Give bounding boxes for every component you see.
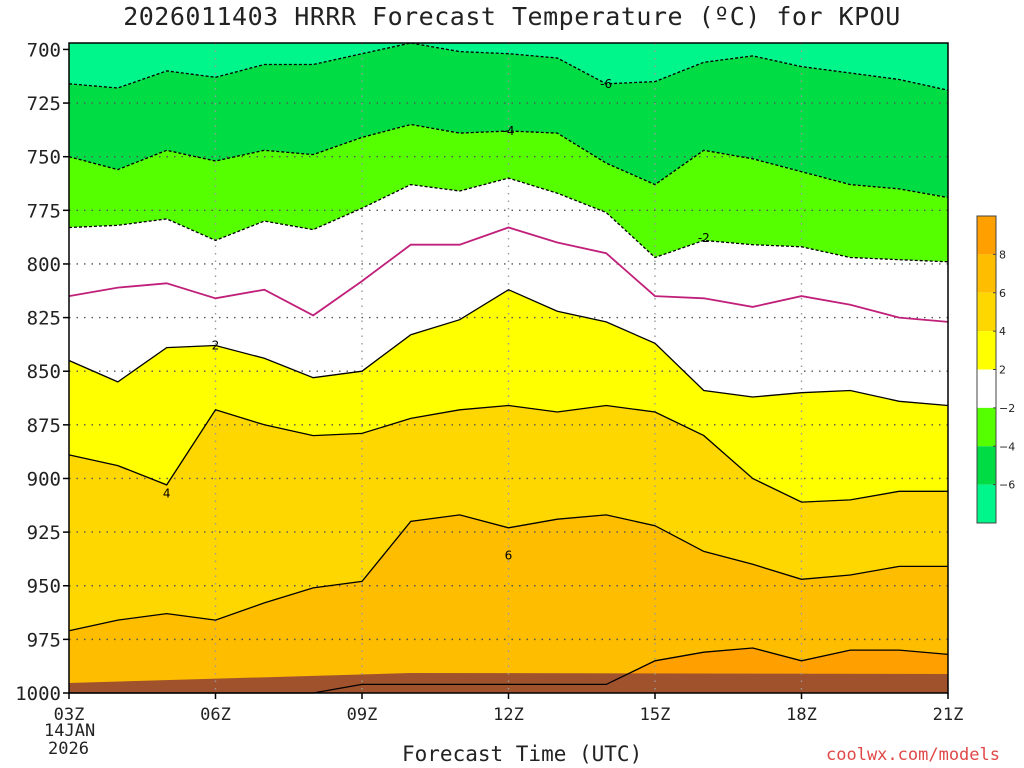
colorbar-label-0: 8: [999, 248, 1006, 261]
x-tick-label-09Z: 09Z: [347, 705, 378, 725]
colorbar-swatch-7: [977, 484, 996, 523]
contour-label-4: 4: [163, 486, 171, 500]
y-tick-label-975: 975: [27, 629, 61, 651]
band-7: [69, 514, 948, 693]
contour-label--4: -4: [503, 124, 515, 138]
y-tick-label-1000: 1000: [15, 683, 61, 705]
temperature-bands: [69, 43, 948, 693]
colorbar-swatch-4: [977, 369, 996, 408]
x-tick-label-12Z: 12Z: [493, 705, 524, 725]
y-tick-label-900: 900: [27, 468, 61, 490]
date-label-day: 14JAN: [44, 721, 96, 741]
y-tick-label-925: 925: [27, 522, 61, 544]
contour-line--4: [68, 123, 949, 199]
band-4: [69, 227, 948, 406]
date-label-year: 2026: [48, 739, 89, 759]
ground-fill: [69, 673, 948, 693]
colorbar-label-5: −4: [999, 440, 1015, 453]
y-tick-label-875: 875: [27, 415, 61, 437]
colorbar-label-2: 4: [999, 325, 1006, 338]
contour-line-4: [68, 404, 948, 503]
contour-line--2: [68, 177, 949, 263]
x-tick-label-21Z: 21Z: [933, 705, 964, 725]
colorbar-swatch-3: [977, 331, 996, 370]
colorbar-label-6: −6: [999, 479, 1015, 492]
y-tick-label-800: 800: [27, 254, 61, 276]
colorbar-swatch-1: [977, 254, 996, 293]
contour-line-0: [68, 226, 949, 323]
colorbar-label-3: 2: [999, 364, 1006, 377]
colorbar-swatch-0: [977, 216, 996, 255]
ground-layer: [69, 673, 948, 693]
y-axis: 700 725 750 775 800 825 850 875 900 925 950 975 1000: [15, 39, 69, 705]
contour-label-6: 6: [505, 549, 513, 563]
contour-line-6: [68, 514, 948, 632]
band-2: [69, 124, 948, 262]
x-tick-label-15Z: 15Z: [640, 705, 671, 725]
contour-label--6: -6: [600, 77, 612, 91]
x-axis: 03Z 06Z 09Z 12Z 15Z 18Z 21Z: [54, 693, 964, 725]
contour-label--2: -2: [698, 231, 710, 245]
colorbar: 8 6 4 2 −2 −4 −6: [976, 215, 1015, 524]
y-tick-label-700: 700: [27, 39, 61, 61]
band-0: [69, 43, 948, 91]
band-6: [69, 405, 948, 631]
x-tick-label-03Z: 03Z: [54, 705, 85, 725]
credit-link[interactable]: coolwx.com/models: [826, 745, 1000, 765]
y-tick-label-775: 775: [27, 200, 61, 222]
y-tick-label-950: 950: [27, 576, 61, 598]
band-3: [69, 178, 948, 322]
colorbar-label-4: −2: [999, 402, 1015, 415]
x-tick-label-18Z: 18Z: [786, 705, 817, 725]
y-tick-label-825: 825: [27, 308, 61, 330]
y-tick-label-725: 725: [27, 93, 61, 115]
x-tick-label-06Z: 06Z: [200, 705, 231, 725]
contour-label-2: 2: [212, 338, 220, 352]
colorbar-swatch-2: [977, 292, 996, 332]
y-tick-label-750: 750: [27, 147, 61, 169]
contour-line-2: [68, 288, 949, 407]
colorbar-swatch-5: [977, 407, 996, 447]
x-axis-title: Forecast Time (UTC): [402, 742, 643, 766]
colorbar-label-1: 6: [999, 287, 1006, 300]
band-1: [69, 43, 948, 198]
y-tick-label-850: 850: [27, 361, 61, 383]
colorbar-swatch-6: [977, 446, 996, 485]
chart-title: 2026011403 HRRR Forecast Temperature (ºC…: [123, 2, 901, 31]
contour-line--6: [68, 42, 949, 91]
